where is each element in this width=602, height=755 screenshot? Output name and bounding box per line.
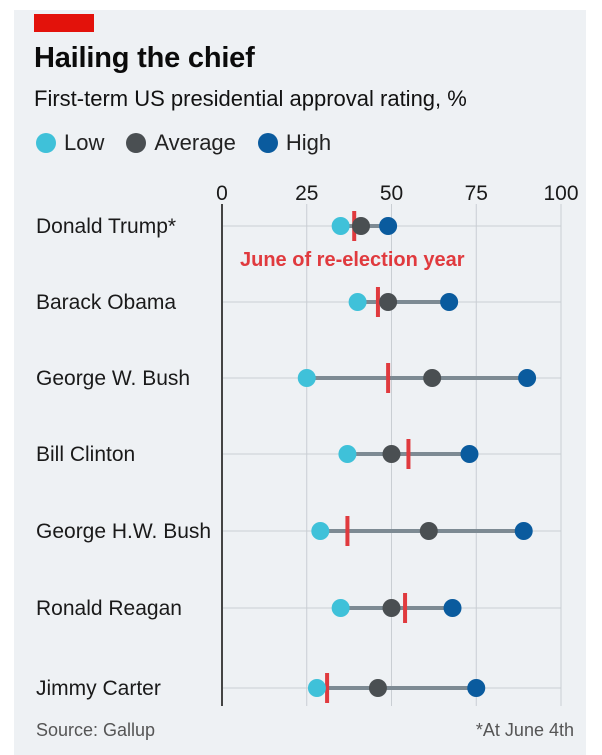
legend-label-average: Average bbox=[154, 130, 236, 155]
source-note: Source: Gallup bbox=[36, 720, 156, 740]
average-point bbox=[379, 293, 398, 311]
president-row: Donald Trump* bbox=[36, 211, 398, 241]
president-name: Ronald Reagan bbox=[36, 597, 182, 620]
low-point bbox=[348, 293, 367, 311]
brand-tag bbox=[34, 14, 94, 32]
low-point bbox=[311, 522, 330, 540]
president-name: George H.W. Bush bbox=[36, 520, 211, 543]
legend-item-high: High bbox=[257, 130, 332, 156]
legend-swatch-low bbox=[36, 133, 56, 153]
x-tick-label: 50 bbox=[380, 182, 403, 205]
high-point bbox=[440, 293, 459, 311]
legend-swatch-high bbox=[257, 133, 278, 153]
low-point bbox=[338, 445, 357, 463]
high-point bbox=[443, 599, 462, 617]
footnote: *At June 4th bbox=[475, 720, 574, 740]
president-row: George H.W. Bush bbox=[36, 516, 533, 546]
x-tick-label: 75 bbox=[465, 182, 488, 205]
average-point bbox=[419, 522, 438, 540]
x-tick-label: 0 bbox=[216, 182, 228, 205]
low-point bbox=[307, 679, 326, 697]
average-point bbox=[382, 445, 401, 463]
legend-swatch-average bbox=[126, 133, 147, 153]
x-tick-label: 25 bbox=[295, 182, 318, 205]
president-row: Jimmy Carter bbox=[36, 673, 486, 703]
president-row: Ronald Reagan bbox=[36, 593, 462, 623]
president-row: George W. Bush bbox=[36, 363, 537, 393]
president-row: Bill Clinton bbox=[36, 439, 479, 469]
chart-title: Hailing the chief bbox=[34, 42, 255, 74]
legend-label-low: Low bbox=[64, 130, 105, 155]
legend-label-high: High bbox=[285, 130, 332, 155]
average-point bbox=[382, 599, 401, 617]
average-point bbox=[368, 679, 387, 697]
high-point bbox=[467, 679, 486, 697]
low-point bbox=[331, 599, 350, 617]
june-annotation: June of re-election year bbox=[240, 249, 465, 271]
high-point bbox=[518, 369, 537, 387]
average-point bbox=[423, 369, 442, 387]
low-point bbox=[297, 369, 316, 387]
high-point bbox=[379, 217, 398, 235]
legend: Low Average High bbox=[36, 130, 353, 156]
x-tick-label: 100 bbox=[543, 182, 578, 205]
president-name: Donald Trump* bbox=[36, 215, 176, 238]
low-point bbox=[331, 217, 350, 235]
high-point bbox=[460, 445, 479, 463]
president-name: Bill Clinton bbox=[36, 443, 135, 466]
president-name: George W. Bush bbox=[36, 367, 190, 390]
high-point bbox=[514, 522, 533, 540]
legend-item-low: Low bbox=[36, 130, 104, 156]
legend-item-average: Average bbox=[126, 130, 236, 156]
president-row: Barack Obama bbox=[36, 287, 459, 317]
chart-subtitle: First-term US presidential approval rati… bbox=[34, 86, 467, 111]
average-point bbox=[351, 217, 370, 235]
president-name: Barack Obama bbox=[36, 291, 176, 314]
president-name: Jimmy Carter bbox=[36, 677, 161, 700]
